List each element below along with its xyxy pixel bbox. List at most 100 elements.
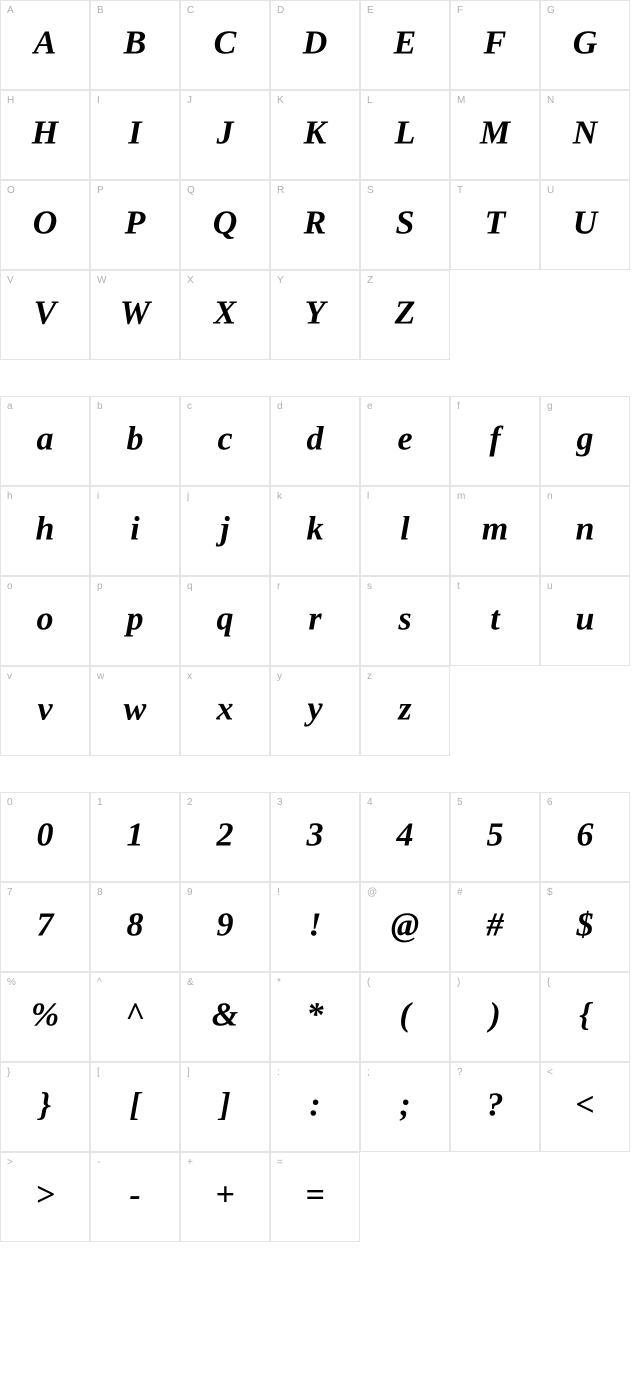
glyph-display: l [400, 512, 409, 546]
glyph-display: = [305, 1178, 324, 1212]
glyph-label: f [457, 401, 460, 412]
glyph-display: ^ [125, 998, 144, 1032]
glyph-display: [ [129, 1088, 140, 1122]
glyph-label: I [97, 95, 100, 106]
glyph-label: H [7, 95, 14, 106]
glyph-display: 2 [217, 818, 234, 852]
glyph-display: O [33, 206, 58, 240]
glyph-display: K [304, 116, 327, 150]
glyph-display: X [214, 296, 237, 330]
glyph-cell: 55 [450, 792, 540, 882]
glyph-display: Q [213, 206, 238, 240]
glyph-label: B [97, 5, 104, 16]
glyph-cell: kk [270, 486, 360, 576]
glyph-label: + [187, 1157, 193, 1168]
glyph-display: g [577, 422, 594, 456]
glyph-cell: }} [0, 1062, 90, 1152]
glyph-label: j [187, 491, 189, 502]
glyph-cell: ;; [360, 1062, 450, 1152]
glyph-label: 9 [187, 887, 193, 898]
glyph-label: W [97, 275, 106, 286]
glyph-label: { [547, 977, 550, 988]
glyph-label: K [277, 95, 284, 106]
glyph-label: ; [367, 1067, 370, 1078]
glyph-cell: zz [360, 666, 450, 756]
glyph-cell: >> [0, 1152, 90, 1242]
glyph-display: 8 [127, 908, 144, 942]
glyph-label: 7 [7, 887, 13, 898]
glyph-cell: ff [450, 396, 540, 486]
glyph-cell: hh [0, 486, 90, 576]
glyph-display: Y [305, 296, 326, 330]
glyph-display: ) [489, 998, 500, 1032]
glyph-cell: $$ [540, 882, 630, 972]
glyph-display: y [307, 692, 322, 726]
glyph-label: 5 [457, 797, 463, 808]
glyph-display: J [217, 116, 234, 150]
glyph-cell: )) [450, 972, 540, 1062]
glyph-label: c [187, 401, 192, 412]
glyph-label: % [7, 977, 16, 988]
glyph-display: 4 [397, 818, 414, 852]
glyph-label: & [187, 977, 194, 988]
glyph-label: x [187, 671, 192, 682]
glyph-display: v [37, 692, 52, 726]
glyph-cell: cc [180, 396, 270, 486]
glyph-display: q [217, 602, 234, 636]
glyph-display: w [124, 692, 147, 726]
glyph-cell: dd [270, 396, 360, 486]
glyph-cell: 44 [360, 792, 450, 882]
glyph-cell: aa [0, 396, 90, 486]
glyph-label: Q [187, 185, 195, 196]
glyph-display: V [34, 296, 57, 330]
glyph-label: e [367, 401, 373, 412]
glyph-cell: 77 [0, 882, 90, 972]
glyph-label: F [457, 5, 463, 16]
glyph-label: ? [457, 1067, 463, 1078]
glyph-label: # [457, 887, 463, 898]
glyph-display: r [308, 602, 321, 636]
glyph-cell: -- [90, 1152, 180, 1242]
glyph-display: H [32, 116, 58, 150]
glyph-display: G [573, 26, 598, 60]
glyph-label: < [547, 1067, 553, 1078]
glyph-label: T [457, 185, 463, 196]
glyph-display: N [573, 116, 598, 150]
glyph-display: x [217, 692, 234, 726]
glyph-cell: ^^ [90, 972, 180, 1062]
glyph-cell: SS [360, 180, 450, 270]
glyph-display: F [484, 26, 507, 60]
glyph-label: m [457, 491, 465, 502]
glyph-label: h [7, 491, 13, 502]
glyph-display: < [575, 1088, 594, 1122]
glyph-cell: KK [270, 90, 360, 180]
glyph-cell: ?? [450, 1062, 540, 1152]
glyph-cell: NN [540, 90, 630, 180]
glyph-label: y [277, 671, 282, 682]
glyph-display: z [398, 692, 411, 726]
glyph-grid: AABBCCDDEEFFGGHHIIJJKKLLMMNNOOPPQQRRSSTT… [0, 0, 640, 360]
glyph-display: } [39, 1088, 51, 1122]
glyph-cell: pp [90, 576, 180, 666]
glyph-display: e [397, 422, 412, 456]
glyph-display: M [480, 116, 510, 150]
glyph-label: u [547, 581, 553, 592]
glyph-label: S [367, 185, 374, 196]
glyph-cell: ZZ [360, 270, 450, 360]
glyph-label: p [97, 581, 103, 592]
glyph-cell: oo [0, 576, 90, 666]
glyph-label: ! [277, 887, 280, 898]
glyph-cell: HH [0, 90, 90, 180]
glyph-label: ^ [97, 977, 102, 988]
glyph-label: l [367, 491, 369, 502]
glyph-cell: TT [450, 180, 540, 270]
glyph-label: q [187, 581, 193, 592]
glyph-cell: == [270, 1152, 360, 1242]
glyph-cell: DD [270, 0, 360, 90]
glyph-display: i [130, 512, 139, 546]
glyph-label: M [457, 95, 465, 106]
glyph-label: C [187, 5, 194, 16]
glyph-cell: 00 [0, 792, 90, 882]
glyph-display: a [37, 422, 54, 456]
glyph-cell: MM [450, 90, 540, 180]
